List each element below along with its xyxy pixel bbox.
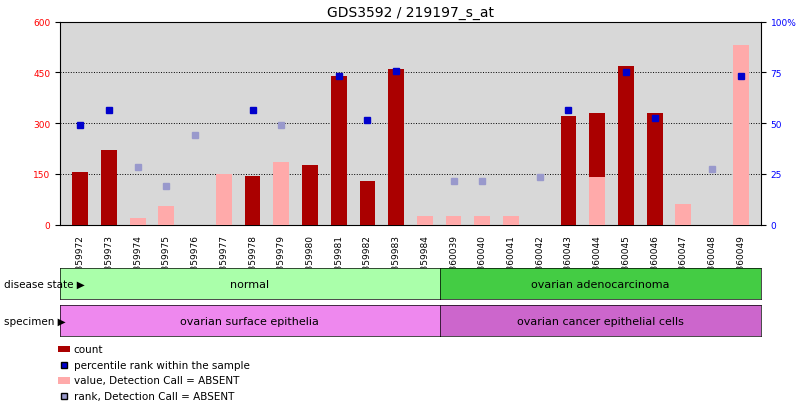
Bar xyxy=(445,217,461,225)
Text: ovarian cancer epithelial cells: ovarian cancer epithelial cells xyxy=(517,316,684,326)
Bar xyxy=(360,181,376,225)
Text: disease state ▶: disease state ▶ xyxy=(4,279,85,289)
Bar xyxy=(388,70,404,225)
Bar xyxy=(646,114,662,225)
Bar xyxy=(273,163,289,225)
Bar xyxy=(302,166,318,225)
Bar xyxy=(417,217,433,225)
Bar xyxy=(130,218,146,225)
Text: percentile rank within the sample: percentile rank within the sample xyxy=(74,360,250,370)
Bar xyxy=(101,151,117,225)
Bar xyxy=(331,77,347,225)
Bar xyxy=(561,117,577,225)
Bar xyxy=(244,176,260,225)
Bar xyxy=(216,174,231,225)
Title: GDS3592 / 219197_s_at: GDS3592 / 219197_s_at xyxy=(327,6,494,20)
Bar xyxy=(590,114,605,225)
Text: count: count xyxy=(74,344,103,354)
Bar xyxy=(474,217,490,225)
Text: normal: normal xyxy=(231,279,269,289)
Text: rank, Detection Call = ABSENT: rank, Detection Call = ABSENT xyxy=(74,391,234,401)
Text: ovarian adenocarcinoma: ovarian adenocarcinoma xyxy=(531,279,670,289)
Bar xyxy=(590,178,605,225)
Text: specimen ▶: specimen ▶ xyxy=(4,316,66,326)
Bar xyxy=(733,46,749,225)
Bar xyxy=(675,205,691,225)
Bar xyxy=(72,173,88,225)
Bar xyxy=(503,217,519,225)
Text: ovarian surface epithelia: ovarian surface epithelia xyxy=(180,316,320,326)
Text: value, Detection Call = ABSENT: value, Detection Call = ABSENT xyxy=(74,375,239,385)
Bar xyxy=(618,66,634,225)
Bar xyxy=(159,206,175,225)
